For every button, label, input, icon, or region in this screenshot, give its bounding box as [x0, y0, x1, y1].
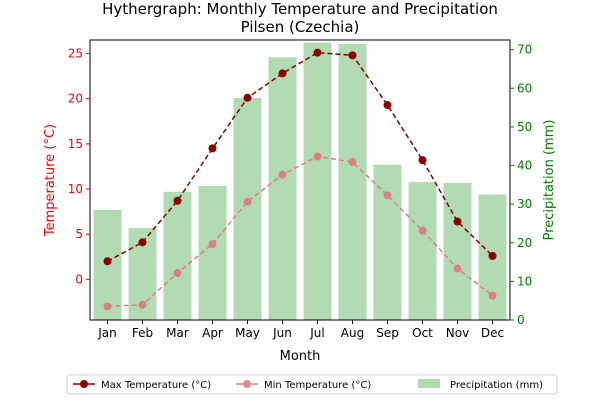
x-tick-label: May — [235, 326, 260, 340]
min-temp-line — [107, 155, 493, 308]
max-temp-point — [103, 257, 112, 266]
right-tick-label: 70 — [517, 43, 532, 57]
plot-frame — [89, 39, 511, 321]
precipitation-bar — [408, 182, 437, 320]
max-temp-point — [418, 156, 427, 165]
max-temp-point — [138, 238, 147, 247]
right-tick-label: 40 — [517, 159, 532, 173]
max-temp-point — [313, 48, 322, 57]
x-tick-label: Dec — [481, 326, 504, 340]
x-tick-label: Jan — [97, 326, 117, 340]
legend-precip-swatch — [418, 379, 440, 388]
min-temp-point — [348, 157, 357, 166]
chart-title-line2: Pilsen (Czechia) — [241, 18, 360, 36]
max-temp-point — [243, 93, 252, 102]
precipitation-bar — [373, 164, 402, 320]
min-temp-point — [488, 291, 497, 300]
max-temp-point — [383, 101, 392, 110]
x-tick-label: Jun — [272, 326, 292, 340]
legend-max-marker — [80, 380, 88, 388]
max-temp-point — [488, 251, 497, 260]
temperature-lines — [103, 48, 497, 311]
right-tick-label: 50 — [517, 120, 532, 134]
x-tick-label: Feb — [132, 326, 153, 340]
min-temp-point — [243, 197, 252, 206]
min-temp-point — [103, 302, 112, 311]
left-tick-label: 25 — [68, 47, 83, 61]
x-tick-label: Sep — [376, 326, 399, 340]
x-tick-label: Mar — [166, 326, 189, 340]
left-tick-label: 15 — [68, 137, 83, 151]
legend-precip-label: Precipitation (mm) — [450, 380, 543, 391]
max-temp-point — [278, 69, 287, 78]
min-temp-point — [173, 269, 182, 278]
min-temp-point — [313, 152, 322, 161]
x-axis-ticks: Jan Feb Mar Apr May Jun Jul Aug Sep Oct Nov Dec — [97, 320, 504, 340]
min-temp-point — [278, 170, 287, 179]
x-axis-label: Month — [280, 349, 321, 364]
precipitation-bar — [233, 97, 262, 321]
min-temp-point — [138, 300, 147, 309]
precipitation-bar — [163, 191, 192, 320]
x-tick-label: Oct — [412, 326, 433, 340]
max-temp-point — [453, 217, 462, 226]
right-tick-label: 10 — [517, 274, 532, 288]
left-tick-label: 0 — [75, 272, 83, 286]
left-tick-label: 5 — [75, 227, 83, 241]
min-temp-point — [383, 191, 392, 200]
x-tick-label: Nov — [446, 326, 469, 340]
legend-max-label: Max Temperature (°C) — [101, 380, 211, 391]
left-tick-label: 10 — [68, 182, 83, 196]
x-tick-label: Apr — [202, 326, 223, 340]
legend-min-marker — [243, 380, 251, 388]
right-tick-label: 0 — [517, 313, 525, 327]
precipitation-bar — [198, 185, 227, 320]
legend: Max Temperature (°C) Min Temperature (°C… — [66, 374, 558, 395]
max-temp-point — [208, 144, 217, 153]
precipitation-bars — [93, 42, 507, 321]
precipitation-bar — [268, 57, 297, 321]
min-temp-point — [418, 226, 427, 235]
right-tick-label: 30 — [517, 197, 532, 211]
min-temp-point — [208, 240, 217, 249]
max-temp-point — [173, 196, 182, 205]
chart-title-line1: Hythergraph: Monthly Temperature and Pre… — [102, 0, 498, 18]
right-axis-ticks: 0 10 20 30 40 50 60 70 — [510, 43, 532, 327]
right-tick-label: 60 — [517, 81, 532, 95]
right-axis-label: Precipitation (mm) — [542, 120, 557, 241]
x-tick-label: Jul — [309, 326, 324, 340]
left-axis-label: Temperature (°C) — [43, 124, 58, 237]
legend-min-label: Min Temperature (°C) — [264, 380, 371, 391]
precipitation-bar — [303, 42, 332, 320]
max-temp-line — [107, 51, 494, 262]
min-temp-point — [453, 264, 462, 273]
left-tick-label: 20 — [68, 92, 83, 106]
right-tick-label: 20 — [517, 236, 532, 250]
max-temp-point — [348, 51, 357, 60]
precipitation-bar — [338, 43, 367, 321]
left-axis-ticks: 0 5 10 15 20 25 — [68, 47, 90, 286]
x-tick-label: Aug — [341, 326, 364, 340]
